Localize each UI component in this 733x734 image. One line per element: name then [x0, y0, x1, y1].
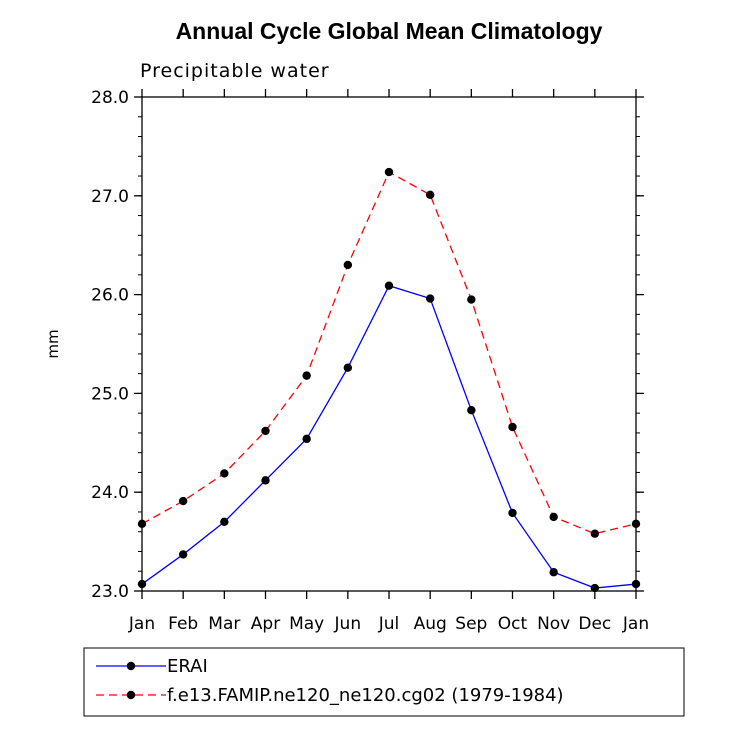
series-line-1: [141, 171, 637, 535]
series-1-point-2: [220, 469, 229, 478]
series-line-0: [141, 284, 637, 589]
series-0-point-1: [178, 550, 188, 559]
series-0-point-12: [631, 579, 641, 589]
series-0-point-9: [508, 508, 517, 518]
series-1-point-8: [467, 295, 476, 304]
legend-marker-model: [126, 690, 136, 700]
x-tick-label-7: Aug: [414, 614, 447, 634]
legend-item-model: f.e13.FAMIP.ne120_ne120.cg02 (1979-1984): [96, 685, 564, 706]
series-1-point-5: [343, 260, 353, 270]
legend-box: [83, 647, 685, 717]
series-0-point-2: [220, 517, 229, 527]
series-1-point-9: [508, 422, 517, 432]
series-1-point-10: [549, 512, 558, 522]
series-0-point-4: [302, 434, 311, 444]
legend-label-model: f.e13.FAMIP.ne120_ne120.cg02 (1979-1984): [167, 685, 564, 706]
x-tick-label-5: Jun: [334, 614, 362, 634]
chart-title: Annual Cycle Global Mean Climatology: [176, 18, 603, 44]
x-tick-label-1: Feb: [168, 614, 198, 634]
x-tick-label-10: Nov: [537, 614, 570, 634]
x-tick-label-3: Apr: [251, 614, 280, 634]
legend-label-erai: ERAI: [167, 656, 208, 677]
series-1-point-4: [302, 371, 311, 380]
series-0-point-7: [425, 294, 435, 303]
x-tick-label-12: Jan: [622, 614, 649, 634]
series-layer: [137, 167, 641, 593]
series-0-point-8: [467, 405, 476, 415]
x-tick-label-9: Oct: [498, 614, 528, 634]
series-0-point-11: [590, 583, 600, 593]
series-1-point-7: [425, 190, 435, 200]
y-tick-label-0: 23.0: [91, 582, 129, 602]
series-0-point-5: [343, 363, 353, 372]
series-0-point-3: [261, 476, 270, 485]
x-tick-label-6: Jul: [378, 614, 400, 634]
series-1-point-12: [631, 519, 641, 529]
axis-ticks: [134, 89, 644, 599]
y-axis-label: mm: [44, 329, 62, 358]
series-1-point-11: [590, 529, 600, 538]
y-tick-label-2: 25.0: [91, 384, 129, 404]
x-tick-label-11: Dec: [578, 614, 611, 634]
series-1-point-3: [261, 426, 270, 436]
y-tick-label-5: 28.0: [91, 88, 129, 108]
x-tick-label-0: Jan: [128, 614, 155, 634]
x-tick-label-4: May: [289, 614, 324, 634]
y-tick-labels: 23.0 24.0 25.0 26.0 27.0 28.0: [91, 88, 129, 602]
y-tick-label-4: 27.0: [91, 187, 129, 207]
series-1-point-1: [178, 496, 188, 506]
series-0-point-6: [384, 281, 394, 290]
x-tick-label-2: Mar: [208, 614, 240, 634]
series-1-point-0: [137, 519, 147, 529]
x-tick-label-8: Sep: [455, 614, 487, 634]
legend-item-erai: ERAI: [96, 656, 208, 677]
y-tick-label-1: 24.0: [91, 483, 129, 503]
series-0-point-10: [549, 568, 558, 577]
legend-marker-erai: [126, 661, 136, 671]
series-1-point-6: [384, 167, 394, 177]
y-tick-label-3: 26.0: [91, 286, 129, 306]
series-0-point-0: [137, 579, 147, 589]
chart-subtitle: Precipitable water: [140, 60, 330, 82]
x-tick-labels: Jan Feb Mar Apr May Jun Jul Aug Sep Oct Nov Dec Jan: [128, 614, 649, 634]
